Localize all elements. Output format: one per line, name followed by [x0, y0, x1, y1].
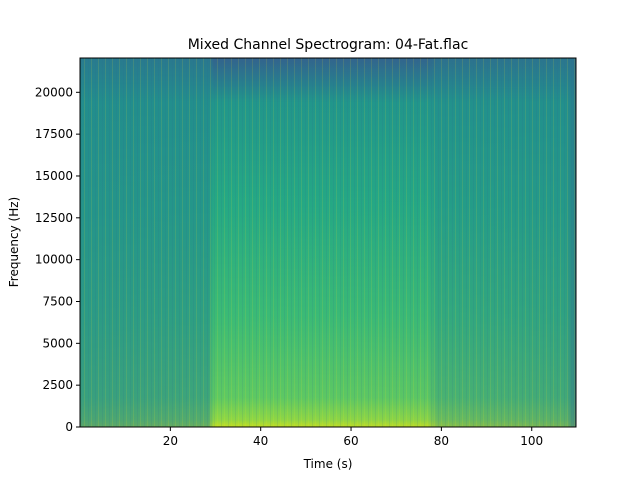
y-tick-label: 12500: [35, 211, 73, 225]
x-tick-label: 100: [520, 434, 543, 448]
y-axis-label: Frequency (Hz): [7, 197, 21, 288]
plot-frame: [79, 57, 577, 428]
x-tick-label: 20: [163, 434, 178, 448]
chart-title: Mixed Channel Spectrogram: 04-Fat.flac: [188, 37, 469, 53]
spectrogram-image: [80, 58, 576, 427]
y-tick-label: 0: [65, 420, 73, 434]
x-tick-label: 80: [434, 434, 449, 448]
y-tick-label: 5000: [42, 336, 73, 350]
y-tick-label: 15000: [35, 169, 73, 183]
y-tick-label: 20000: [35, 85, 73, 99]
y-tick-label: 10000: [35, 253, 73, 267]
y-tick-label: 2500: [42, 378, 73, 392]
y-tick-label: 17500: [35, 127, 73, 141]
x-tick-label: 40: [253, 434, 268, 448]
y-tick-label: 7500: [42, 294, 73, 308]
x-tick-label: 60: [343, 434, 358, 448]
x-axis-label: Time (s): [303, 457, 353, 471]
